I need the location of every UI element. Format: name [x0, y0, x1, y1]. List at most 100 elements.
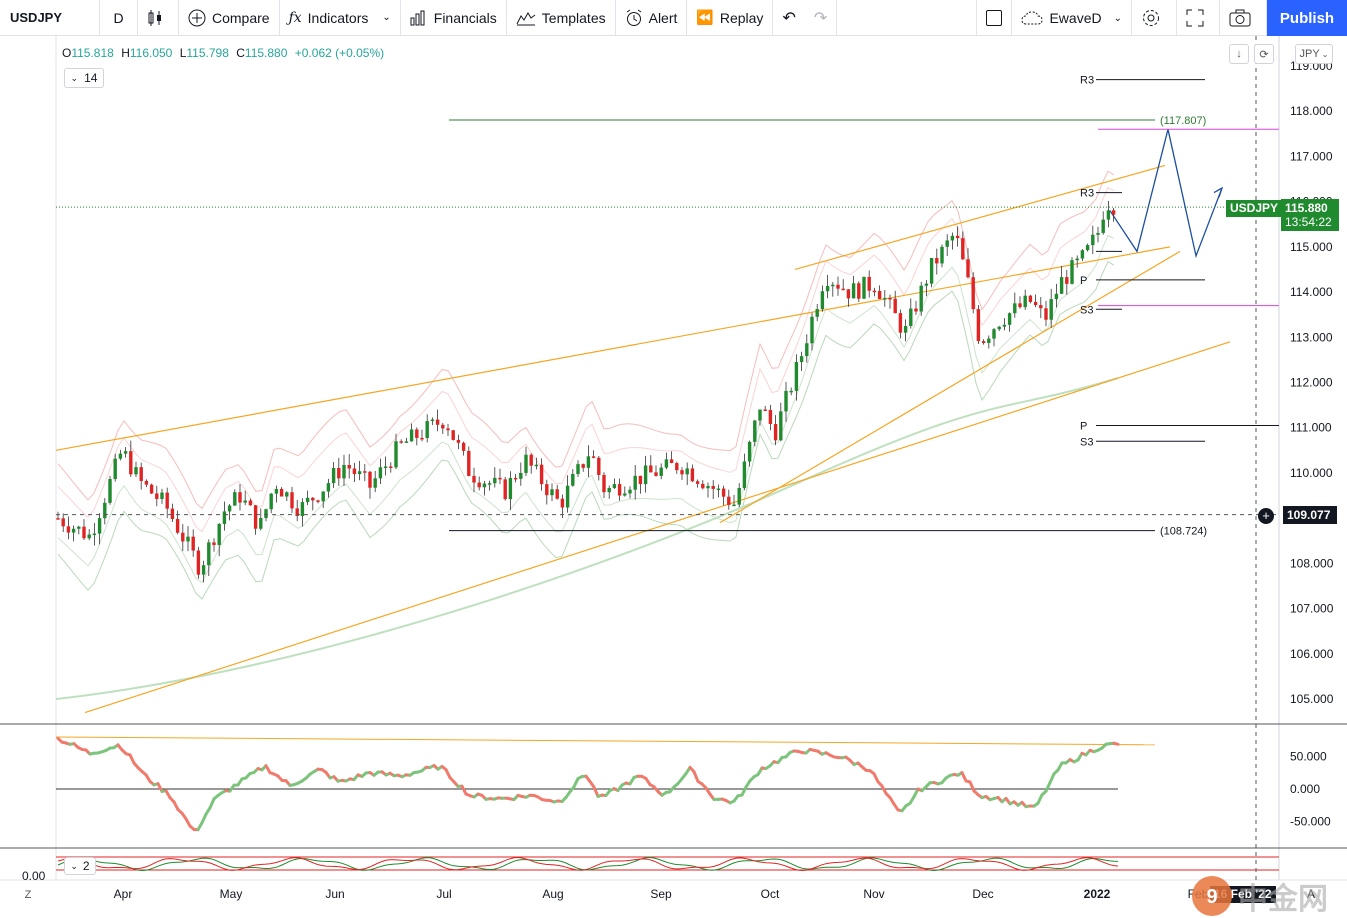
arrow-down-icon: ↓	[1236, 48, 1242, 60]
candle-body	[160, 493, 163, 499]
last-price: 115.880	[1285, 201, 1335, 215]
candle-body	[311, 498, 314, 501]
layout-name: EwaveD	[1049, 10, 1101, 26]
candle-body	[254, 505, 257, 528]
price-axis-label: 108.000	[1290, 556, 1334, 570]
watermark: 9 中金网	[1190, 874, 1328, 918]
candle-body	[691, 468, 694, 481]
candle-body	[1050, 299, 1053, 320]
indicators-button[interactable]: ƒx Indicators ⌄	[280, 0, 401, 36]
candle-body	[93, 534, 96, 536]
candle-body	[847, 289, 850, 298]
layout-menu[interactable]: EwaveD ⌄	[1012, 0, 1132, 36]
auto-scale-button[interactable]: ⟳	[1254, 44, 1274, 64]
crosshair-price-tag: 109.077	[1283, 506, 1337, 524]
fullscreen-layout-button[interactable]	[976, 0, 1012, 36]
add-plus-icon[interactable]: +	[1258, 508, 1274, 524]
fullscreen-button[interactable]	[1177, 0, 1220, 36]
chart-type-button[interactable]	[138, 0, 179, 36]
camera-icon	[1229, 9, 1251, 27]
candle-body	[790, 391, 793, 393]
candle-body	[228, 506, 231, 512]
candle-body	[275, 489, 278, 494]
financials-button[interactable]: Financials	[401, 0, 507, 36]
alert-button[interactable]: Alert	[616, 0, 688, 36]
candle-body	[1008, 313, 1011, 325]
undo-button[interactable]: ↶	[773, 0, 804, 36]
candle-body	[722, 489, 725, 497]
candle-body	[1039, 305, 1042, 308]
redo-button[interactable]: ↷	[805, 0, 837, 36]
candle-body	[920, 286, 923, 312]
candle-body	[1096, 233, 1099, 235]
compare-button[interactable]: Compare	[179, 0, 280, 36]
candle-body	[82, 527, 85, 539]
candle-body	[805, 343, 808, 356]
interval-button[interactable]: D	[100, 0, 138, 36]
expand-icon	[1186, 9, 1204, 27]
candle-body	[868, 277, 871, 291]
scroll-down-button[interactable]: ↓	[1229, 44, 1249, 64]
candle-body	[316, 500, 319, 502]
candle-body	[566, 486, 569, 508]
candle-body	[842, 289, 845, 291]
price-axis-label: 117.000	[1290, 149, 1333, 163]
candle-body	[680, 470, 683, 474]
templates-button[interactable]: Templates	[507, 0, 616, 36]
trend-channel-line	[720, 251, 1180, 522]
candle-body	[654, 472, 657, 476]
snapshot-button[interactable]	[1220, 0, 1267, 36]
candle-body	[218, 524, 221, 545]
candle-body	[452, 430, 455, 440]
candle-body	[348, 465, 351, 469]
indicator-toggle[interactable]: ⌄14	[64, 68, 104, 88]
candle-body	[301, 502, 304, 516]
candle-body	[129, 451, 132, 474]
pivot-label-r3-b: R3	[1080, 188, 1094, 200]
candle-body	[904, 326, 907, 333]
candle-body	[873, 291, 876, 293]
pivot-label-s3-a: S3	[1080, 304, 1093, 316]
candle-body	[914, 309, 917, 312]
currency-selector[interactable]: JPY⌄	[1295, 44, 1333, 64]
candle-body	[62, 518, 65, 526]
publish-button[interactable]: Publish	[1267, 0, 1347, 36]
candle-body	[743, 461, 746, 487]
candle-body	[285, 492, 288, 496]
candle-body	[852, 283, 855, 298]
pivot-label-s3-b: S3	[1080, 436, 1093, 448]
candle-body	[431, 420, 434, 422]
candle-body	[249, 501, 252, 506]
time-axis-label: Jul	[436, 887, 451, 901]
candle-body	[1102, 220, 1105, 233]
candle-body	[384, 466, 387, 468]
price-axis-label: 115.000	[1290, 240, 1333, 254]
candle-body	[108, 479, 111, 503]
candle-body	[894, 299, 897, 313]
time-axis-label: 2022	[1084, 887, 1111, 901]
candle-body	[1086, 245, 1089, 250]
settings-button[interactable]	[1132, 0, 1177, 36]
candle-body	[732, 505, 735, 507]
candle-body	[930, 258, 933, 284]
countdown: 13:54:22	[1285, 215, 1335, 229]
candle-body	[368, 472, 371, 488]
symbol-tag: USDJPY	[1226, 200, 1282, 217]
replay-button[interactable]: ⏪ Replay	[687, 0, 773, 36]
rewind-icon: ⏪	[696, 9, 713, 26]
candle-body	[1081, 250, 1084, 258]
sub-axis-label: 0.00	[22, 869, 46, 883]
symbol-search[interactable]: USDJPY	[0, 0, 100, 36]
candle-body	[738, 488, 741, 505]
candle-body	[602, 475, 605, 492]
candle-body	[400, 441, 403, 443]
candle-body	[363, 471, 366, 473]
candle-body	[888, 298, 891, 300]
candle-body	[639, 476, 642, 484]
candle-body	[779, 411, 782, 440]
price-axis-label: 114.000	[1290, 285, 1333, 299]
candle-body	[259, 518, 262, 529]
sub-indicator-toggle[interactable]: ⌄2	[64, 857, 96, 875]
